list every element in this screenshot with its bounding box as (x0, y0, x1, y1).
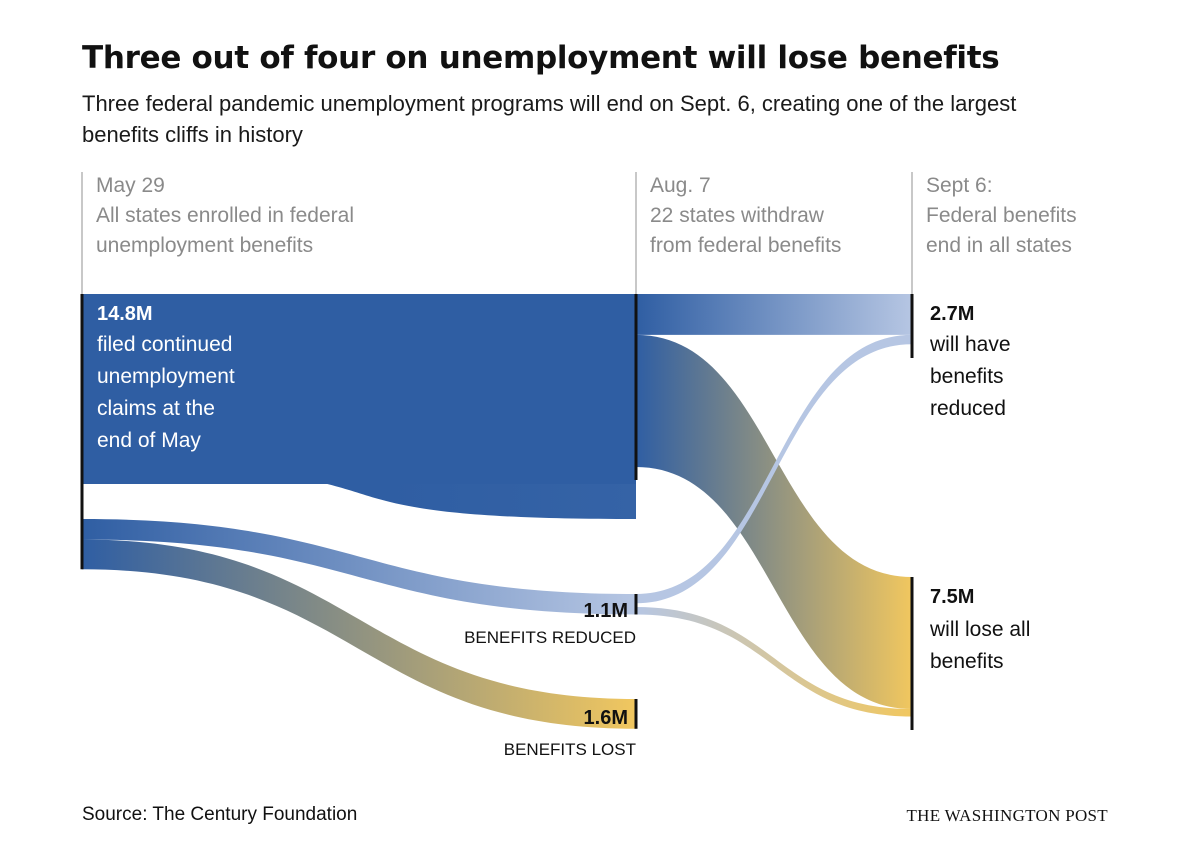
sept-reduced-value-label: 2.7M (930, 303, 974, 325)
start-desc-label: filed continued (97, 333, 232, 356)
sept-reduced-desc-label: reduced (930, 397, 1006, 420)
sept-lost-desc-label: will lose all (929, 618, 1030, 641)
link-continuing-to-sept-lost (636, 334, 912, 710)
sept-lost-value-label: 7.5M (930, 586, 974, 608)
source-note: Source: The Century Foundation (82, 804, 358, 825)
node-bar-reduced (634, 594, 638, 615)
start-desc-label: unemployment (97, 365, 235, 388)
aug-lost-sub-label: BENEFITS LOST (504, 740, 636, 759)
aug-lost-value-label: 1.6M (584, 707, 628, 729)
stage-label-aug7: Aug. 7 (650, 174, 711, 197)
link-start-to-reduced (82, 519, 636, 615)
start-value-label: 14.8M (97, 303, 153, 325)
node-bar-sept-reduced (910, 294, 914, 358)
stage-label-sept6: end in all states (926, 234, 1072, 257)
start-desc-label: claims at the (97, 397, 215, 420)
stage-label-aug7: 22 states withdraw (650, 204, 825, 227)
stage-label-aug7: from federal benefits (650, 234, 841, 257)
sept-reduced-desc-label: will have (929, 333, 1011, 356)
node-bar-start (80, 294, 84, 570)
node-bar-sept-lost (910, 577, 914, 730)
sept-lost-desc-label: benefits (930, 650, 1004, 673)
stage-label-sept6: Sept 6: (926, 174, 993, 197)
chart-subtitle: Three federal pandemic unemployment prog… (82, 91, 1017, 147)
chart-title: Three out of four on unemployment will l… (82, 40, 1000, 76)
sept-reduced-desc-label: benefits (930, 365, 1004, 388)
link-reduced-to-sept-lost (636, 607, 912, 717)
link-continuing-to-sept-reduced (636, 294, 912, 335)
stage-label-sept6: Federal benefits (926, 204, 1077, 227)
stage-label-may29: May 29 (96, 174, 165, 197)
link-start-to-continuing-body (82, 294, 636, 484)
start-desc-label: end of May (97, 429, 201, 452)
link-start-to-lost (82, 539, 636, 729)
stage-label-may29: unemployment benefits (96, 234, 313, 257)
publisher-credit: THE WASHINGTON POST (906, 806, 1108, 825)
link-reduced-to-sept-reduced (636, 334, 912, 604)
aug-reduced-sub-label: BENEFITS REDUCED (464, 628, 636, 647)
aug-reduced-value-label: 1.1M (584, 600, 628, 622)
node-bar-lost (634, 699, 638, 729)
stage-label-may29: All states enrolled in federal (96, 204, 354, 227)
node-bar-continuing (634, 294, 638, 480)
